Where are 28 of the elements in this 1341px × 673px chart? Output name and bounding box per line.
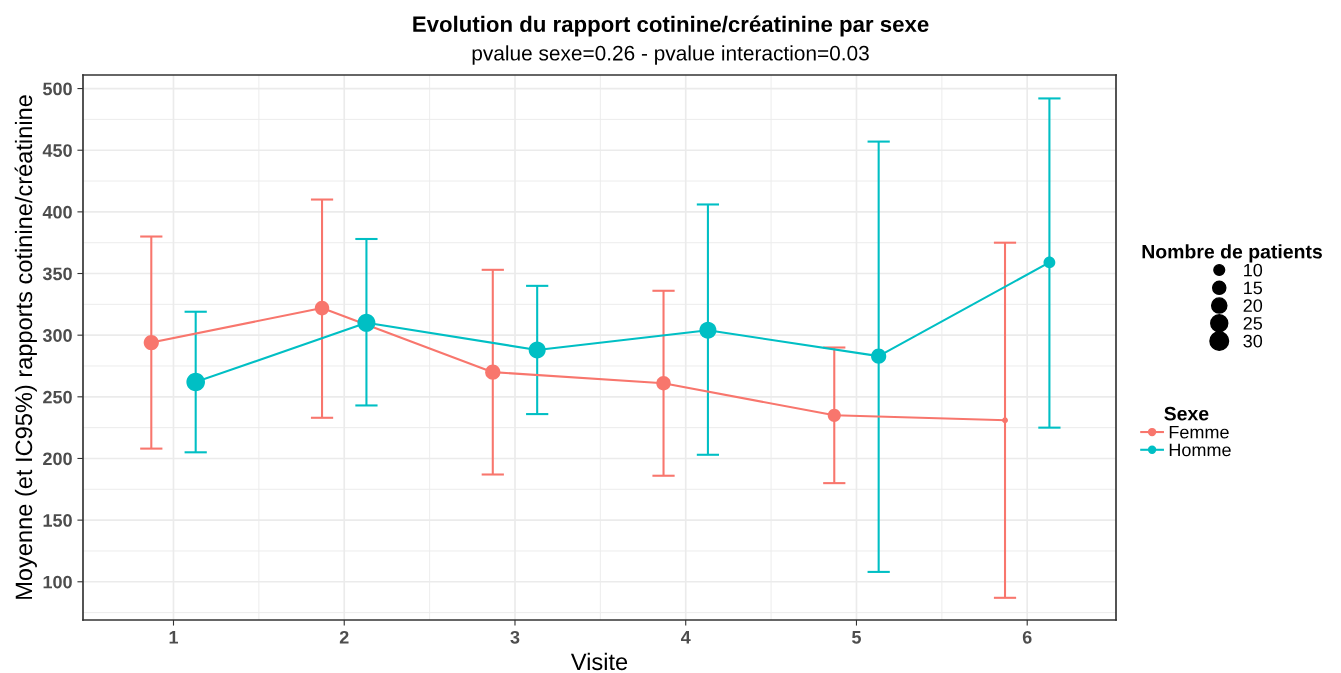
chart-subtitle: pvalue sexe=0.26 - pvalue interaction=0.03 xyxy=(472,45,869,65)
legend-label: 25 xyxy=(1243,316,1263,330)
x-tick-label: 3 xyxy=(510,630,520,644)
legend-label: 20 xyxy=(1243,299,1263,313)
text: Nombre de patients xyxy=(1142,244,1322,263)
y-axis-title: Moyenne (et IC95%) rapports cotinine/créatinine xyxy=(14,95,37,599)
legend-label: Femme xyxy=(1169,425,1229,439)
chart-title: Evolution du rapport cotinine/créatinine par sexe xyxy=(413,15,929,37)
y-tick-label: 250 xyxy=(43,390,72,404)
x-axis-title: Visite xyxy=(570,652,628,671)
y-tick-label: 200 xyxy=(43,452,72,466)
legend-label: 30 xyxy=(1243,334,1263,348)
text: Sexe xyxy=(1164,406,1209,421)
y-tick-label: 400 xyxy=(42,205,72,219)
y-tick-label: 500 xyxy=(43,82,72,96)
x-tick-label: 2 xyxy=(339,630,349,644)
x-tick-label: 6 xyxy=(1022,630,1032,644)
y-tick-label: 150 xyxy=(43,514,72,527)
y-tick-label: 350 xyxy=(42,267,72,281)
x-tick-label: 5 xyxy=(852,631,861,644)
legend-label: 15 xyxy=(1244,281,1263,295)
y-tick-label: 100 xyxy=(43,575,72,589)
y-tick-label: 300 xyxy=(42,329,72,342)
x-tick-label: 1 xyxy=(169,631,179,644)
legend-label: Homme xyxy=(1169,443,1231,457)
legend-label: 10 xyxy=(1244,263,1263,277)
y-tick-label: 450 xyxy=(42,144,72,157)
x-tick-label: 4 xyxy=(680,631,691,644)
